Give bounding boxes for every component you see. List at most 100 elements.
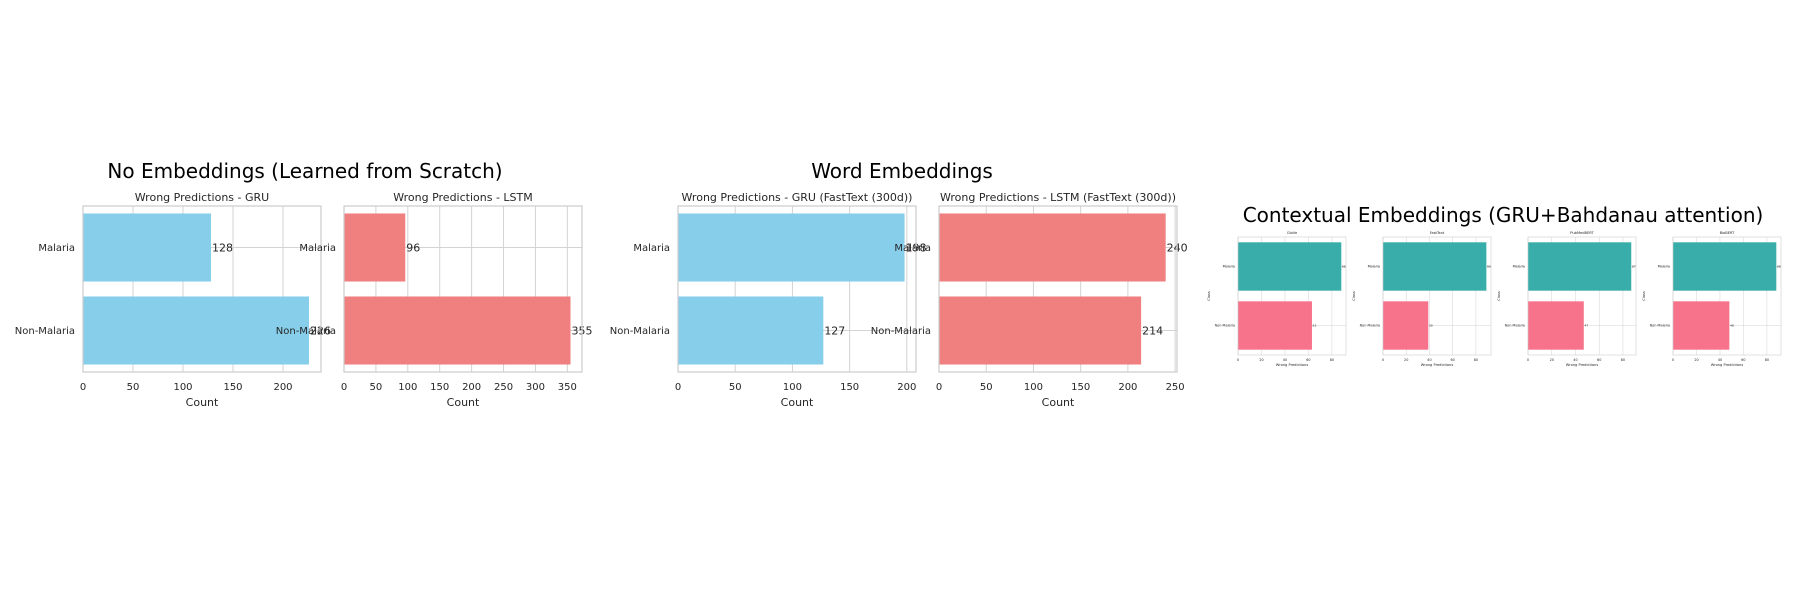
chart-title: GloVe bbox=[1287, 231, 1298, 235]
x-tick-label: 0 bbox=[80, 382, 86, 393]
y-tick-label: Malaria bbox=[1513, 265, 1525, 269]
data-label: 88 bbox=[1342, 265, 1346, 269]
x-axis-label: Count bbox=[447, 396, 480, 409]
x-tick-label: 50 bbox=[127, 382, 140, 393]
data-label: 96 bbox=[406, 241, 420, 254]
bar-non-malaria bbox=[83, 296, 309, 365]
plot-frame bbox=[1672, 236, 1782, 356]
x-tick-label: 80 bbox=[1621, 358, 1625, 362]
y-axis-label: Class bbox=[1207, 291, 1211, 301]
y-axis-label: Class bbox=[1352, 291, 1356, 301]
y-tick-label: Malaria bbox=[38, 243, 75, 254]
bar-malaria bbox=[1528, 242, 1632, 291]
y-axis-label: Class bbox=[1642, 291, 1646, 301]
chart-title: FastText bbox=[1430, 231, 1445, 235]
x-tick-label: 200 bbox=[273, 382, 292, 393]
x-tick-label: 60 bbox=[1451, 358, 1455, 362]
chart-title: Wrong Predictions - GRU bbox=[135, 191, 269, 204]
chart-7: 87 Malaria 47 Non-Malaria 0 20 40 60 80 PubMedBER… bbox=[1497, 231, 1637, 367]
plot-frame bbox=[677, 205, 917, 373]
chart-title: Wrong Predictions - LSTM (FastText (300d… bbox=[940, 191, 1176, 204]
y-tick-label: Non-Malaria bbox=[1505, 324, 1525, 328]
x-axis-label: Wrong Predictions bbox=[1421, 363, 1454, 367]
bar-non-malaria bbox=[1528, 301, 1584, 350]
y-tick-label: Non-Malaria bbox=[1360, 324, 1380, 328]
bar-malaria bbox=[344, 213, 406, 282]
x-axis-label: Wrong Predictions bbox=[1276, 363, 1309, 367]
x-axis-label: Wrong Predictions bbox=[1711, 363, 1744, 367]
bar-non-malaria bbox=[344, 296, 571, 365]
x-tick-label: 100 bbox=[398, 382, 417, 393]
y-axis-label: Class bbox=[1497, 291, 1501, 301]
x-tick-label: 250 bbox=[1166, 382, 1185, 393]
y-tick-label: Non-Malaria bbox=[1650, 324, 1670, 328]
bar-non-malaria bbox=[1383, 301, 1429, 350]
bar-malaria bbox=[1383, 242, 1487, 291]
x-axis-label: Wrong Predictions bbox=[1566, 363, 1599, 367]
y-tick-label: Non-Malaria bbox=[1215, 324, 1235, 328]
y-tick-label: Non-Malaria bbox=[15, 326, 75, 337]
plot-frame bbox=[343, 205, 583, 373]
plot-frame bbox=[82, 205, 322, 373]
x-tick-label: 20 bbox=[1694, 358, 1698, 362]
group-title-word-embeddings: Word Embeddings bbox=[811, 159, 993, 183]
chart-title: PubMedBERT bbox=[1570, 231, 1594, 235]
bar-non-malaria bbox=[678, 296, 824, 365]
x-tick-label: 50 bbox=[729, 382, 742, 393]
x-tick-label: 250 bbox=[494, 382, 513, 393]
x-tick-label: 150 bbox=[430, 382, 449, 393]
bar-non-malaria bbox=[1673, 301, 1730, 350]
x-tick-label: 0 bbox=[1527, 358, 1529, 362]
x-tick-label: 150 bbox=[1071, 382, 1090, 393]
x-tick-label: 100 bbox=[173, 382, 192, 393]
x-axis-label: Count bbox=[1042, 396, 1075, 409]
x-tick-label: 100 bbox=[1024, 382, 1043, 393]
chart-8: 88 Malaria 48 Non-Malaria 0 20 40 60 80 BioBERT Wr… bbox=[1642, 231, 1782, 367]
x-tick-label: 40 bbox=[1283, 358, 1287, 362]
data-label: 127 bbox=[824, 324, 845, 337]
y-tick-label: Malaria bbox=[299, 243, 336, 254]
x-tick-label: 20 bbox=[1550, 358, 1554, 362]
x-tick-label: 50 bbox=[370, 382, 383, 393]
bar-malaria bbox=[678, 213, 905, 282]
bar-non-malaria bbox=[939, 296, 1142, 365]
x-tick-label: 40 bbox=[1718, 358, 1722, 362]
y-tick-label: Malaria bbox=[1368, 265, 1380, 269]
x-tick-label: 0 bbox=[1672, 358, 1674, 362]
x-axis-label: Count bbox=[781, 396, 814, 409]
data-label: 48 bbox=[1730, 324, 1734, 328]
x-tick-label: 40 bbox=[1573, 358, 1577, 362]
y-tick-label: Malaria bbox=[633, 243, 670, 254]
data-label: 88 bbox=[1777, 265, 1781, 269]
plot-frame bbox=[1237, 236, 1347, 356]
data-label: 89 bbox=[1487, 265, 1491, 269]
x-tick-label: 0 bbox=[675, 382, 681, 393]
data-label: 39 bbox=[1429, 324, 1433, 328]
x-tick-label: 300 bbox=[526, 382, 545, 393]
y-tick-label: Non-Malaria bbox=[276, 326, 336, 337]
x-tick-label: 0 bbox=[1382, 358, 1384, 362]
chart-6: 89 Malaria 39 Non-Malaria 0 20 40 60 80 FastText W… bbox=[1352, 231, 1492, 367]
chart-title: Wrong Predictions - GRU (FastText (300d)… bbox=[682, 191, 913, 204]
x-tick-label: 0 bbox=[936, 382, 942, 393]
x-tick-label: 0 bbox=[341, 382, 347, 393]
bar-malaria bbox=[939, 213, 1166, 282]
x-tick-label: 40 bbox=[1427, 358, 1431, 362]
chart-title: Wrong Predictions - LSTM bbox=[393, 191, 533, 204]
x-tick-label: 60 bbox=[1741, 358, 1745, 362]
group-title-no-embeddings: No Embeddings (Learned from Scratch) bbox=[107, 159, 502, 183]
bar-malaria bbox=[1673, 242, 1777, 291]
data-label: 87 bbox=[1632, 265, 1636, 269]
x-tick-label: 350 bbox=[558, 382, 577, 393]
x-tick-label: 20 bbox=[1404, 358, 1408, 362]
x-tick-label: 80 bbox=[1765, 358, 1769, 362]
y-tick-label: Malaria bbox=[1223, 265, 1235, 269]
chart-title: BioBERT bbox=[1720, 231, 1736, 235]
x-tick-label: 150 bbox=[840, 382, 859, 393]
x-tick-label: 150 bbox=[223, 382, 242, 393]
x-tick-label: 200 bbox=[1118, 382, 1137, 393]
x-tick-label: 80 bbox=[1330, 358, 1334, 362]
